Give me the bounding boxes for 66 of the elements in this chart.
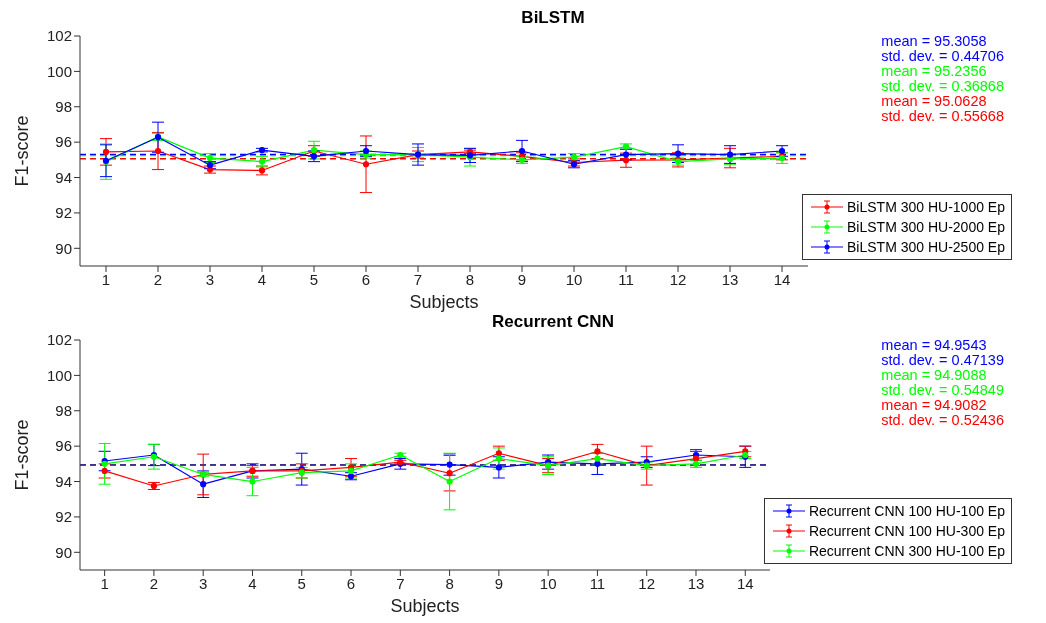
x-tick-label: 7 bbox=[396, 574, 405, 592]
x-tick-label: 4 bbox=[248, 574, 257, 592]
x-tick-label: 11 bbox=[589, 574, 606, 592]
chart-title: Recurrent CNN bbox=[492, 312, 614, 331]
y-tick-label: 92 bbox=[55, 204, 72, 222]
x-tick-label: 10 bbox=[539, 574, 557, 592]
legend-label: Recurrent CNN 300 HU-100 Ep bbox=[808, 543, 1005, 559]
x-tick-label: 9 bbox=[494, 574, 504, 592]
text: std. dev. = 0.54849 bbox=[881, 382, 1004, 398]
text: std. dev. = 0.52436 bbox=[881, 412, 1004, 428]
y-tick-label: 98 bbox=[55, 402, 72, 420]
y-tick-label: 90 bbox=[55, 239, 72, 257]
y-tick-label: 96 bbox=[55, 133, 72, 151]
x-axis-title: Subjects bbox=[390, 596, 460, 616]
x-tick-label: 4 bbox=[257, 270, 267, 288]
x-tick-label: 2 bbox=[153, 270, 163, 288]
y-tick-label: 96 bbox=[55, 437, 72, 455]
x-tick-label: 8 bbox=[445, 574, 454, 592]
x-tick-label: 7 bbox=[413, 270, 423, 288]
y-tick-label: 98 bbox=[55, 98, 72, 116]
x-tick-label: 1 bbox=[101, 270, 111, 288]
text: std. dev. = 0.55668 bbox=[881, 108, 1004, 124]
y-tick-label: 90 bbox=[55, 543, 72, 561]
text: std. dev. = 0.47139 bbox=[881, 352, 1004, 368]
x-tick-label: 5 bbox=[309, 270, 319, 288]
chart-title: BiLSTM bbox=[521, 8, 585, 27]
x-tick-label: 5 bbox=[297, 574, 306, 592]
y-axis-title: F1-score bbox=[12, 115, 33, 187]
legend-label: BiLSTM 300 HU-2000 Ep bbox=[847, 219, 1005, 235]
ref-line-label: mean = 95.0628 bbox=[881, 93, 988, 109]
y-tick-label: 100 bbox=[46, 62, 72, 80]
ref-line-label: mean = 94.9088 bbox=[881, 367, 988, 383]
y-axis-title: F1-score bbox=[12, 419, 33, 491]
ref-line-label: mean = 95.3058 bbox=[881, 33, 988, 49]
x-tick-label: 14 bbox=[736, 574, 754, 592]
text: std. dev. = 0.36868 bbox=[881, 78, 1004, 94]
legend-label: Recurrent CNN 100 HU-300 Ep bbox=[808, 523, 1005, 539]
x-tick-label: 11 bbox=[618, 270, 634, 288]
legend-label: Recurrent CNN 100 HU-100 Ep bbox=[808, 503, 1005, 519]
ref-line-label: mean = 95.2356 bbox=[881, 63, 988, 79]
y-tick-label: 92 bbox=[55, 508, 72, 526]
y-tick-label: 102 bbox=[46, 27, 72, 45]
y-tick-label: 100 bbox=[46, 366, 72, 384]
x-tick-label: 9 bbox=[517, 270, 527, 288]
text: std. dev. = 0.44706 bbox=[881, 48, 1004, 64]
y-tick-label: 102 bbox=[46, 331, 72, 349]
x-tick-label: 12 bbox=[669, 270, 687, 288]
x-tick-label: 1 bbox=[100, 574, 109, 592]
ref-line-label: mean = 94.9543 bbox=[881, 337, 988, 353]
y-tick-label: 94 bbox=[55, 472, 72, 490]
x-tick-label: 13 bbox=[721, 270, 739, 288]
x-tick-label: 8 bbox=[465, 270, 475, 288]
ref-line-label: mean = 94.9082 bbox=[881, 397, 988, 413]
x-tick-label: 10 bbox=[565, 270, 583, 288]
x-tick-label: 6 bbox=[346, 574, 356, 592]
x-tick-label: 12 bbox=[638, 574, 656, 592]
y-tick-label: 94 bbox=[55, 168, 72, 186]
legend-label: BiLSTM 300 HU-1000 Ep bbox=[847, 199, 1005, 215]
x-tick-label: 2 bbox=[149, 574, 159, 592]
x-tick-label: 3 bbox=[205, 270, 215, 288]
x-tick-label: 14 bbox=[773, 270, 791, 288]
x-tick-label: 6 bbox=[361, 270, 371, 288]
x-axis-title: Subjects bbox=[409, 292, 479, 312]
x-tick-label: 3 bbox=[199, 574, 208, 592]
legend-label: BiLSTM 300 HU-2500 Ep bbox=[847, 239, 1005, 255]
x-tick-label: 13 bbox=[687, 574, 705, 592]
